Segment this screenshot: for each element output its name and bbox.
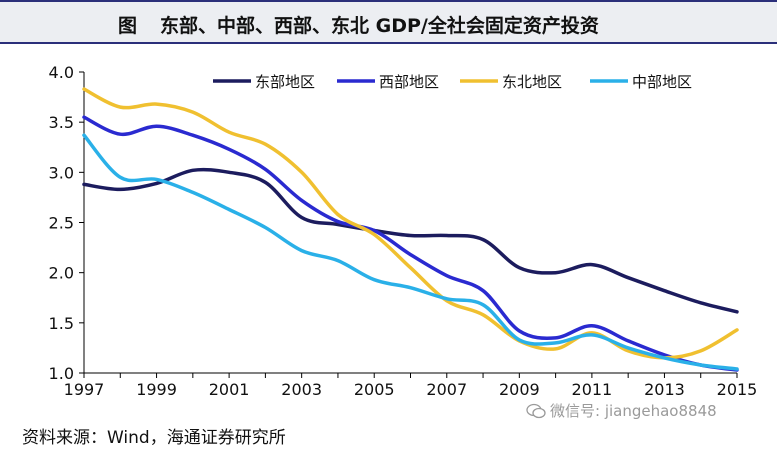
- legend-label: 东北地区: [502, 73, 562, 91]
- x-tick-label: 2007: [426, 380, 467, 399]
- x-tick-label: 2001: [209, 380, 250, 399]
- y-tick-label: 3.5: [49, 113, 74, 132]
- legend-item-2: 西部地区: [337, 73, 439, 91]
- legend-item-3: 东北地区: [460, 73, 562, 91]
- legend-item-1: 东部地区: [213, 73, 315, 91]
- y-tick-label: 3.0: [49, 163, 74, 182]
- series-line-1: [82, 167, 739, 314]
- legend-label: 西部地区: [379, 73, 439, 91]
- x-tick-label: 2013: [644, 380, 685, 399]
- line-chart: 1.0 1.5 2.0 2.5 3.0 3.5 4.0 1997 1999 2001 2003 200…: [49, 63, 758, 399]
- y-tick-label: 2.5: [49, 214, 74, 233]
- y-tick-label: 2.0: [49, 264, 74, 283]
- x-tick-label: 2005: [354, 380, 395, 399]
- source-note: 资料来源：Wind，海通证券研究所: [22, 428, 286, 448]
- series-line-2: [82, 115, 739, 372]
- y-tick-label: 1.5: [49, 314, 74, 333]
- x-tick-label: 1997: [64, 380, 105, 399]
- title-bar: 图 东部、中部、西部、东北 GDP/全社会固定资产投资: [0, 0, 777, 44]
- x-tick-label: 2003: [281, 380, 322, 399]
- series-line-4: [82, 133, 739, 371]
- legend-label: 中部地区: [632, 73, 692, 91]
- watermark: 微信号: jiangehao8848: [526, 400, 717, 421]
- x-tick-label: 2009: [499, 380, 540, 399]
- y-tick-label: 1.0: [49, 364, 74, 383]
- figure-label: 图: [118, 15, 138, 37]
- legend-item-4: 中部地区: [590, 73, 692, 91]
- wechat-icon: [526, 403, 546, 419]
- x-tick-label: 2011: [572, 380, 613, 399]
- y-tick-label: 4.0: [49, 63, 74, 82]
- x-tick-label: 2015: [717, 380, 758, 399]
- watermark-text: 微信号: jiangehao8848: [550, 402, 717, 420]
- series-line-3: [82, 87, 739, 360]
- x-tick-label: 1999: [136, 380, 177, 399]
- chart-title: 东部、中部、西部、东北 GDP/全社会固定资产投资: [160, 15, 599, 37]
- legend-label: 东部地区: [255, 73, 315, 91]
